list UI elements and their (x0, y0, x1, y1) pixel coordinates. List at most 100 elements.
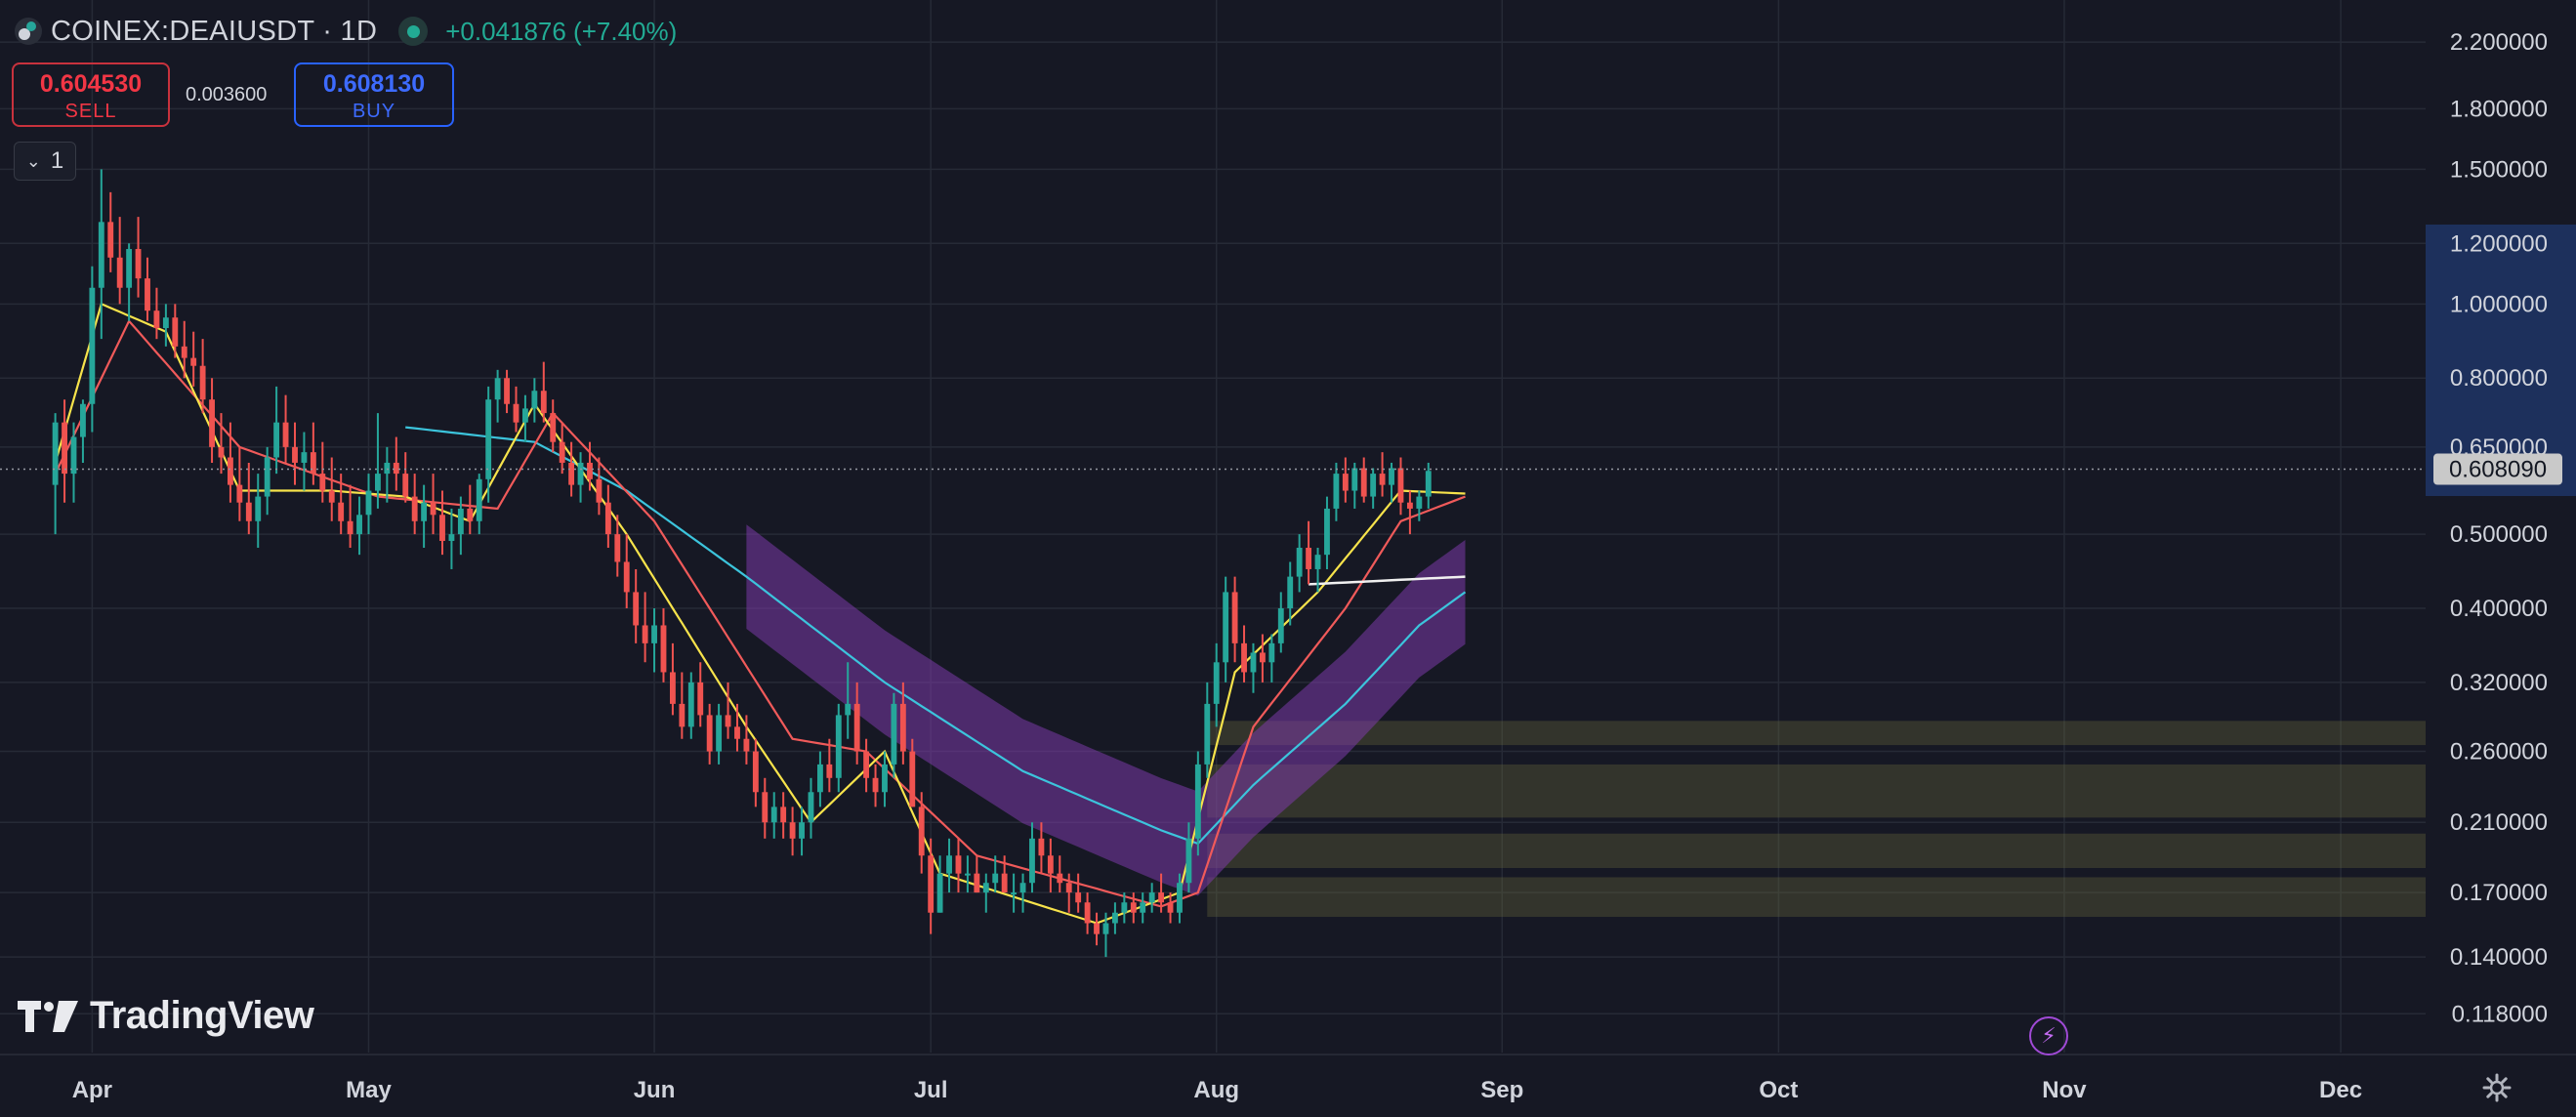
candle-body (799, 822, 805, 839)
candle-body (319, 474, 326, 491)
candle-body (402, 474, 409, 497)
time-axis[interactable]: Apr May Jun Jul Aug Sep Oct Nov Dec (0, 1054, 2576, 1103)
x-tick-label: Nov (2042, 1077, 2087, 1103)
candle-body (669, 672, 676, 704)
candle-body (1140, 902, 1146, 913)
candle-body (89, 287, 96, 404)
candle-body (577, 462, 584, 485)
symbol-title[interactable]: COINEX:DEAIUSDT · 1D (51, 15, 378, 47)
candle-body (1287, 576, 1294, 609)
x-tick-label: Jun (634, 1077, 676, 1103)
candle-body (928, 855, 935, 913)
indicator-count: 1 (50, 147, 64, 174)
ema-mid-line (54, 318, 1466, 908)
x-tick-label: Apr (72, 1077, 112, 1103)
candle-body (1204, 703, 1211, 765)
current-price-label: 0.608090 (2449, 457, 2547, 483)
sell-label: SELL (64, 101, 117, 122)
candle-body (992, 873, 999, 884)
candle-body (964, 873, 971, 876)
y-tick-label: 2.200000 (2450, 29, 2548, 56)
buy-button[interactable]: 0.608130 BUY (294, 62, 454, 127)
candle-body (292, 446, 298, 463)
candle-body (1306, 548, 1312, 569)
candle-body (687, 682, 694, 727)
candle-body (126, 249, 133, 288)
candle-body (1231, 592, 1238, 643)
ema-fast-line (54, 302, 1466, 925)
sell-price: 0.604530 (39, 70, 143, 98)
candle-body (642, 625, 648, 643)
candle-body (1416, 496, 1423, 509)
tradingview-logo-icon (18, 1000, 78, 1032)
candle-body (1333, 474, 1340, 509)
candle-body (338, 502, 345, 521)
candle-body (540, 391, 547, 414)
price-zone (1207, 764, 2426, 818)
candle-body (181, 346, 187, 358)
candle-body (218, 446, 225, 458)
candle-body (725, 715, 731, 727)
candle-body (1425, 471, 1432, 497)
candle-body (1019, 883, 1026, 893)
y-tick-label: 0.260000 (2450, 739, 2548, 765)
gear-icon[interactable] (2482, 1073, 2512, 1102)
candle-body (439, 515, 445, 541)
candle-body (1111, 912, 1118, 924)
candle-body (1194, 764, 1201, 839)
candle-body (1397, 468, 1404, 503)
candle-body (504, 378, 510, 404)
indicators-toggle[interactable]: ⌄ 1 (14, 142, 76, 181)
tradingview-logo[interactable]: TradingView (18, 994, 314, 1038)
candle-body (107, 222, 114, 258)
candle-body (1241, 642, 1247, 673)
y-tick-label: 1.000000 (2450, 291, 2548, 317)
candle-body (974, 873, 980, 893)
candle-body (1057, 873, 1063, 884)
candle-body (1038, 838, 1045, 856)
candle-body (1296, 548, 1303, 577)
candle-body (899, 703, 906, 752)
price-axis[interactable]: 2.200000 1.800000 1.500000 1.200000 1.000000… (2450, 29, 2548, 1027)
candle-body (513, 403, 519, 423)
candle-body (384, 462, 391, 475)
candle-body (411, 496, 418, 521)
candle-body (62, 422, 67, 475)
candle-body (660, 625, 667, 673)
candle-body (679, 703, 686, 727)
y-tick-label: 1.200000 (2450, 230, 2548, 257)
candle-body (457, 508, 464, 535)
candle-body (421, 502, 428, 521)
candle-body (604, 502, 611, 535)
candle-body (1314, 555, 1321, 569)
candle-body (521, 408, 528, 423)
candle-body (145, 278, 150, 311)
sell-button[interactable]: 0.604530 SELL (12, 62, 170, 127)
candle-body (1084, 902, 1091, 924)
candle-body (1047, 855, 1054, 874)
candle-body (301, 452, 308, 463)
candle-body (1351, 468, 1358, 491)
x-tick-label: Aug (1193, 1077, 1239, 1103)
candle-body (623, 561, 630, 593)
y-tick-label: 0.800000 (2450, 365, 2548, 392)
indicator-band (746, 524, 1466, 896)
candle-body (891, 703, 897, 765)
candle-body (282, 422, 289, 447)
candle-body (162, 317, 169, 329)
candles-layer (52, 169, 1432, 958)
x-tick-label: Jul (914, 1077, 948, 1103)
lightning-icon[interactable]: ⚡ (2029, 1016, 2068, 1055)
candle-body (310, 452, 316, 475)
candle-body (1223, 592, 1229, 663)
candle-body (706, 715, 713, 752)
candle-body (1406, 502, 1413, 509)
candle-body (236, 484, 243, 503)
candle-body (245, 502, 252, 521)
candle-body (98, 222, 104, 288)
candle-body (347, 520, 353, 535)
y-tick-label: 1.800000 (2450, 96, 2548, 122)
baseline-line (1309, 575, 1466, 586)
candle-body (882, 764, 888, 793)
